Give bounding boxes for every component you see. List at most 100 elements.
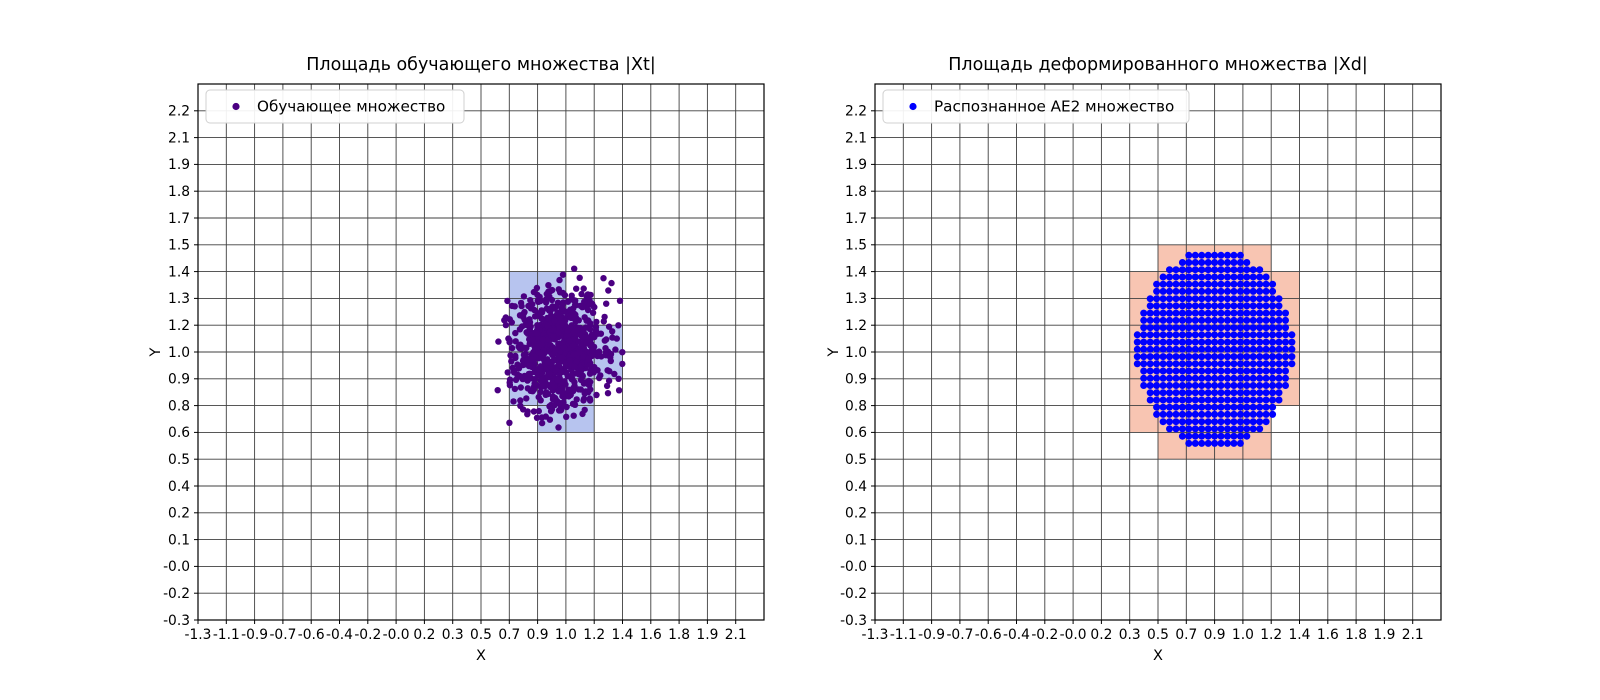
x-tick-label: 0.2 [413,627,435,643]
x-tick-label: 0.2 [1090,627,1112,643]
tick-labels: -1.3-0.3-1.1-0.2-0.9-0.0-0.70.1-0.60.2-0… [840,104,1424,643]
y-tick-label: 0.4 [168,479,190,495]
x-tick-label: 0.3 [442,627,464,643]
x-tick-label: 1.9 [696,627,718,643]
legend: Распознанное AE2 множество [882,89,1190,124]
x-tick-label: 0.9 [1204,627,1226,643]
y-tick-label: 1.0 [168,345,190,361]
x-tick-label: -0.4 [1003,627,1030,643]
y-tick-label: -0.3 [840,613,867,629]
y-tick-label: 2.2 [168,104,190,120]
x-tick-label: -1.3 [185,627,212,643]
x-tick-label: -0.2 [354,627,381,643]
x-tick-label: -1.3 [862,627,889,643]
y-tick-label: -0.3 [163,613,190,629]
tick-labels: -1.3-0.3-1.1-0.2-0.9-0.0-0.70.1-0.60.2-0… [163,104,747,643]
y-axis-label: Y [826,347,842,357]
scatter-points [1133,251,1296,447]
y-tick-label: 0.6 [845,425,867,441]
x-tick-label: 1.2 [583,627,605,643]
y-tick-label: 0.6 [168,425,190,441]
y-tick-label: 1.8 [845,184,867,200]
x-tick-label: -0.0 [1060,627,1087,643]
legend-box [882,89,1190,124]
y-tick-label: 1.4 [168,264,190,280]
y-tick-label: 1.9 [168,157,190,173]
x-tick-label: 0.3 [1119,627,1141,643]
y-tick-label: 2.2 [845,104,867,120]
x-tick-label: 2.1 [725,627,747,643]
x-tick-label: -0.6 [975,627,1002,643]
y-tick-label: 2.1 [845,130,867,146]
grid-lines [874,84,1441,621]
x-tick-label: 0.7 [1175,627,1197,643]
x-tick-label: -0.9 [241,627,268,643]
y-tick-label: 1.2 [845,318,867,334]
x-tick-label: 1.2 [1260,627,1282,643]
x-tick-label: 2.1 [1402,627,1424,643]
y-tick-label: 1.3 [168,291,190,307]
x-tick-label: -0.7 [269,627,296,643]
y-tick-label: 1.5 [845,238,867,254]
y-tick-label: 0.9 [168,372,190,388]
x-tick-label: -0.6 [298,627,325,643]
x-tick-label: 1.8 [668,627,690,643]
x-tick-label: -0.4 [326,627,353,643]
y-tick-label: 1.7 [168,211,190,227]
grid-lines [197,84,764,621]
chart-training-set: -1.3-0.3-1.1-0.2-0.9-0.0-0.70.1-0.60.2-0… [148,55,765,664]
x-axis-label: X [476,648,486,664]
tick-marks [194,110,737,624]
y-tick-label: 0.2 [845,506,867,522]
y-tick-label: 1.8 [168,184,190,200]
x-tick-label: -0.9 [918,627,945,643]
x-tick-label: 0.5 [1147,627,1169,643]
legend-box [205,89,465,124]
y-tick-label: 0.8 [845,398,867,414]
x-tick-label: -0.0 [383,627,410,643]
x-tick-label: 0.9 [527,627,549,643]
x-tick-label: -0.2 [1031,627,1058,643]
legend: Обучающее множество [205,89,465,124]
x-tick-label: -0.7 [946,627,973,643]
legend-marker [909,102,917,111]
y-tick-label: 1.4 [845,264,867,280]
y-tick-label: 1.5 [168,238,190,254]
y-tick-label: 1.7 [845,211,867,227]
x-tick-label: 1.6 [1317,627,1339,643]
x-tick-label: 0.5 [470,627,492,643]
y-tick-label: 1.3 [845,291,867,307]
x-tick-label: 1.9 [1373,627,1395,643]
y-tick-label: 1.0 [845,345,867,361]
y-tick-label: 0.4 [845,479,867,495]
chart-title: Площадь обучающего множества |Xt| [306,55,656,75]
x-tick-label: -1.1 [213,627,240,643]
x-tick-label: 1.6 [640,627,662,643]
x-tick-label: -1.1 [890,627,917,643]
y-tick-label: 0.1 [845,532,867,548]
y-tick-label: -0.0 [840,559,867,575]
x-axis-label: X [1153,648,1163,664]
legend-label: Распознанное AE2 множество [934,98,1174,116]
x-tick-label: 1.0 [1232,627,1254,643]
legend-label: Обучающее множество [257,98,445,116]
x-tick-label: 1.4 [1289,627,1311,643]
scatter-points [494,265,626,431]
y-tick-label: -0.2 [163,586,190,602]
y-tick-label: 0.8 [168,398,190,414]
y-tick-label: 0.2 [168,506,190,522]
x-tick-label: 1.8 [1345,627,1367,643]
y-tick-label: -0.0 [163,559,190,575]
y-tick-label: -0.2 [840,586,867,602]
chart-deformed-set: -1.3-0.3-1.1-0.2-0.9-0.0-0.70.1-0.60.2-0… [826,55,1442,664]
y-tick-label: 0.5 [168,452,190,468]
y-tick-label: 0.5 [845,452,867,468]
x-tick-label: 1.0 [555,627,577,643]
y-tick-label: 2.1 [168,130,190,146]
tick-marks [871,110,1414,624]
x-tick-label: 1.4 [612,627,634,643]
legend-marker [232,102,240,111]
x-tick-label: 0.7 [498,627,520,643]
